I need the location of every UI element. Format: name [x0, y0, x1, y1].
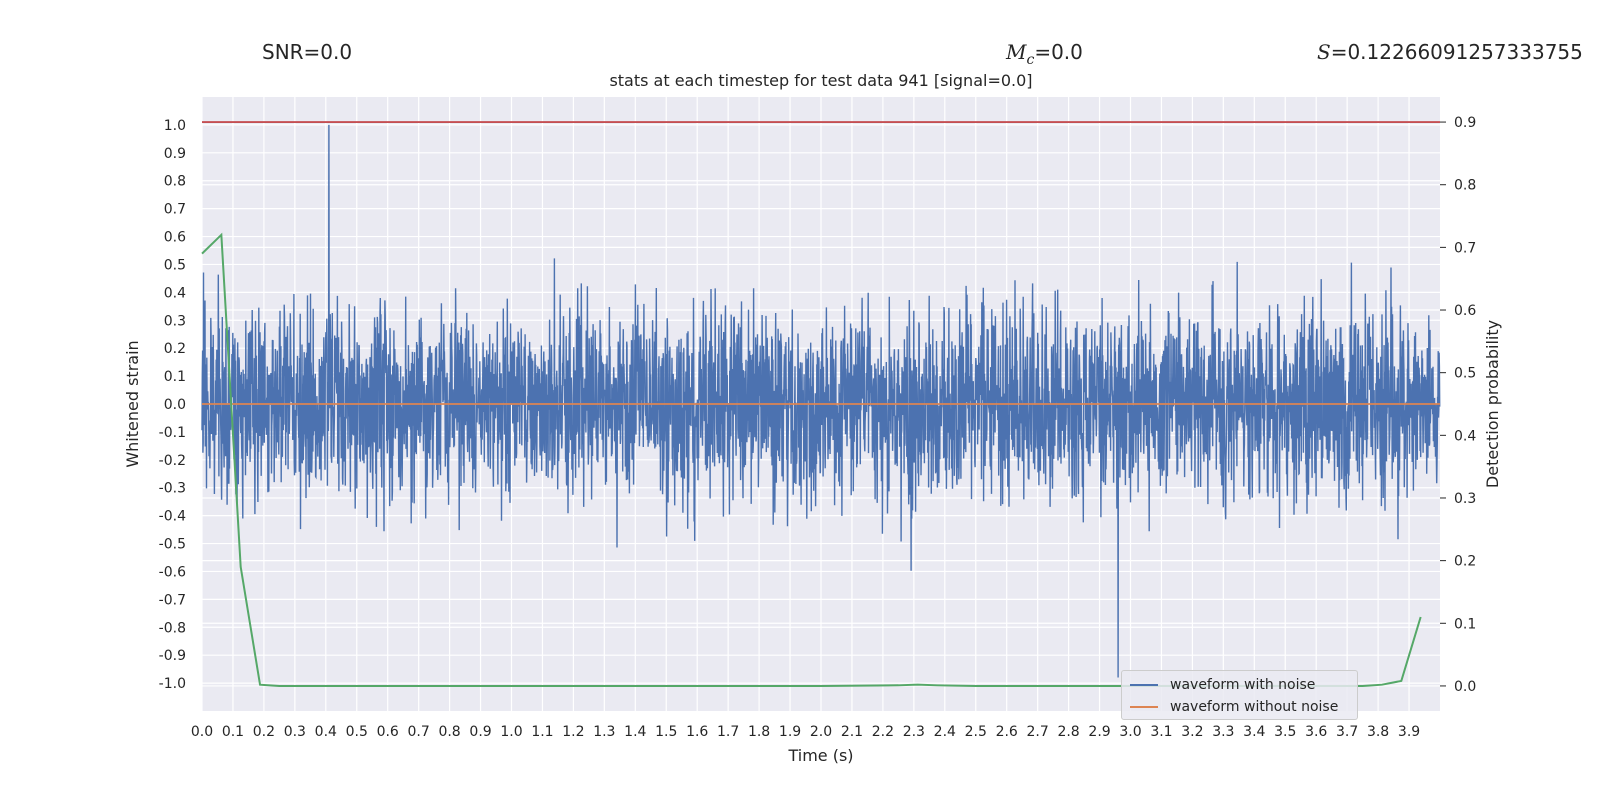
x-tick-label: 2.9 — [1088, 724, 1110, 740]
x-tick-label: 1.7 — [717, 724, 739, 740]
y-tick-label: 0.2 — [164, 341, 186, 357]
x-tick-label: 2.5 — [965, 724, 987, 740]
y-tick-label: -0.2 — [159, 453, 186, 469]
x-tick-label: 1.3 — [593, 724, 615, 740]
x-tick-label: 2.6 — [996, 724, 1018, 740]
score-readout: S=0.12266091257333755 — [1317, 40, 1583, 64]
y-tick-label: 0.4 — [164, 285, 186, 301]
y2-tick-label: 0.7 — [1454, 240, 1476, 256]
legend-swatch-clean — [1130, 706, 1158, 708]
x-tick-label: 2.1 — [841, 724, 863, 740]
score-symbol: S — [1317, 40, 1331, 64]
x-tick-label: 1.5 — [655, 724, 677, 740]
y-axis-label: Whitened strain — [123, 340, 142, 467]
y2-tick-label: 0.1 — [1454, 616, 1476, 632]
x-tick-label: 2.7 — [1027, 724, 1049, 740]
x-tick-label: 2.3 — [903, 724, 925, 740]
legend-item-clean: waveform without noise — [1130, 697, 1338, 717]
chirp-mass-symbol: M — [1006, 40, 1027, 64]
x-tick-label: 1.0 — [500, 724, 522, 740]
series-detection-probability — [201, 232, 1422, 687]
x-tick-label: 0.7 — [408, 724, 430, 740]
y2-tick-label: 0.2 — [1454, 554, 1476, 570]
y-tick-label: 0.1 — [164, 369, 186, 385]
chirp-mass-value: =0.0 — [1034, 40, 1083, 64]
y-tick-label: -0.6 — [159, 564, 186, 580]
y-axis-right: 0.0 0.1 0.2 0.3 0.4 0.5 0.6 0.7 0.8 0.9 — [1440, 115, 1476, 695]
x-tick-label: 1.9 — [779, 724, 801, 740]
x-axis: 0.0 0.1 0.2 0.3 0.4 0.5 0.6 0.7 0.8 0.9 1.0 1.1 1.2 1… — [191, 724, 1420, 740]
y2-tick-label: 0.9 — [1454, 115, 1476, 131]
x-axis-label: Time (s) — [787, 746, 853, 765]
x-tick-label: 2.0 — [810, 724, 832, 740]
y-tick-label: 0.7 — [164, 202, 186, 218]
x-tick-label: 1.4 — [624, 724, 646, 740]
x-tick-label: 0.8 — [438, 724, 460, 740]
x-tick-label: 0.6 — [377, 724, 399, 740]
y-tick-label: -1.0 — [159, 676, 186, 692]
series-layer — [201, 121, 1441, 687]
chirp-mass-readout: Mc=0.0 — [1006, 40, 1083, 72]
y-tick-label: -0.5 — [159, 537, 186, 553]
x-tick-label: 2.4 — [934, 724, 956, 740]
x-tick-label: 1.1 — [531, 724, 553, 740]
x-tick-label: 1.8 — [748, 724, 770, 740]
y2-tick-label: 0.5 — [1454, 366, 1476, 382]
y-tick-label: 0.3 — [164, 313, 186, 329]
chart-title: stats at each timestep for test data 941… — [609, 71, 1033, 90]
y-tick-label: 0.9 — [164, 146, 186, 162]
y-tick-label: -0.7 — [159, 592, 186, 608]
y2-tick-label: 0.3 — [1454, 491, 1476, 507]
y-tick-label: -0.3 — [159, 481, 186, 497]
y2-tick-label: 0.4 — [1454, 428, 1476, 444]
legend-swatch-noisy — [1130, 684, 1158, 686]
series-waveform-with-noise — [201, 124, 1441, 678]
x-tick-label: 3.4 — [1243, 724, 1265, 740]
y2-tick-label: 0.8 — [1454, 178, 1476, 194]
x-tick-label: 1.6 — [686, 724, 708, 740]
score-value: =0.12266091257333755 — [1330, 40, 1583, 64]
y-tick-label: 0.6 — [164, 230, 186, 246]
x-tick-label: 2.8 — [1057, 724, 1079, 740]
x-tick-label: 3.7 — [1336, 724, 1358, 740]
y-tick-label: 0.5 — [164, 257, 186, 273]
y-tick-label: 0.8 — [164, 174, 186, 190]
x-tick-label: 0.3 — [284, 724, 306, 740]
x-tick-label: 3.0 — [1119, 724, 1141, 740]
y-tick-label: 0.0 — [164, 397, 186, 413]
x-tick-label: 3.9 — [1398, 724, 1420, 740]
x-tick-label: 0.1 — [222, 724, 244, 740]
y-tick-label: -0.9 — [159, 648, 186, 664]
x-tick-label: 1.2 — [562, 724, 584, 740]
y-tick-label: 1.0 — [164, 118, 186, 134]
chirp-mass-subscript: c — [1026, 52, 1035, 68]
legend-item-noisy: waveform with noise — [1130, 675, 1315, 695]
y-tick-label: -0.8 — [159, 620, 186, 636]
x-tick-label: 3.6 — [1305, 724, 1327, 740]
legend-label-clean: waveform without noise — [1170, 699, 1339, 715]
x-tick-label: 3.3 — [1212, 724, 1234, 740]
x-tick-label: 0.9 — [469, 724, 491, 740]
y-axis-left: -1.0 -0.9 -0.8 -0.7 -0.6 -0.5 -0.4 -0.3 -0.2 -0.1… — [159, 118, 186, 692]
x-tick-label: 0.2 — [253, 724, 275, 740]
y2-tick-label: 0.6 — [1454, 303, 1476, 319]
x-tick-label: 0.5 — [346, 724, 368, 740]
x-tick-label: 3.8 — [1367, 724, 1389, 740]
x-tick-label: 3.2 — [1181, 724, 1203, 740]
x-tick-label: 3.1 — [1150, 724, 1172, 740]
y2-tick-label: 0.0 — [1454, 679, 1476, 695]
x-tick-label: 0.0 — [191, 724, 213, 740]
x-tick-label: 0.4 — [315, 724, 337, 740]
x-tick-label: 3.5 — [1274, 724, 1296, 740]
snr-readout: SNR=0.0 — [262, 40, 353, 64]
legend: waveform with noise waveform without noi… — [1121, 670, 1358, 720]
x-tick-label: 2.2 — [872, 724, 894, 740]
y-tick-label: -0.4 — [159, 509, 186, 525]
y2-axis-label: Detection probability — [1483, 320, 1502, 488]
y-tick-label: -0.1 — [159, 425, 186, 441]
legend-label-noisy: waveform with noise — [1170, 677, 1316, 693]
